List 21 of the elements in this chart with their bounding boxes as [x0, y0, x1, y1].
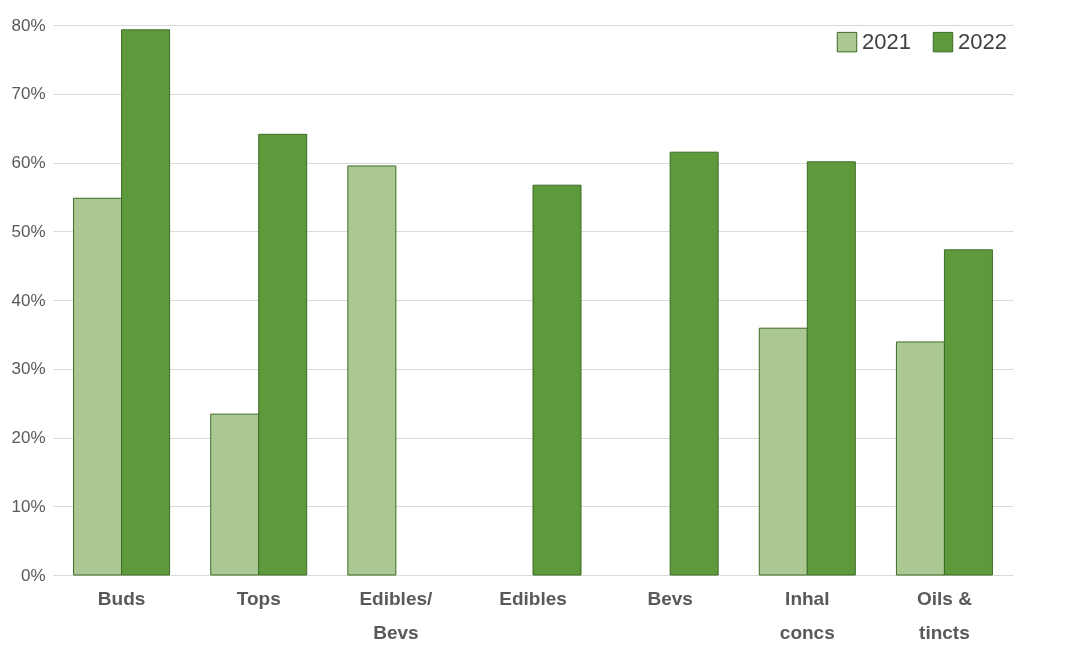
x-tick-label: Oils & tincts	[916, 587, 973, 643]
bar	[532, 184, 582, 576]
y-tick-label: 40%	[11, 290, 46, 310]
y-tick-label: 0%	[20, 565, 46, 585]
bar	[669, 151, 719, 576]
y-tick-label: 50%	[11, 221, 46, 241]
y-tick-label: 60%	[11, 153, 46, 172]
y-tick-label: 30%	[11, 359, 46, 379]
y-tick-label: 80%	[11, 15, 46, 35]
x-tick-label: Inhal concs	[779, 587, 835, 643]
y-tick-label: 20%	[11, 428, 46, 447]
x-tick-label: Buds	[97, 587, 146, 609]
bar	[347, 165, 397, 576]
x-tick-label: Bevs	[647, 587, 693, 609]
x-tick-label: Tops	[236, 587, 281, 609]
x-tick-label: Edibles/ Bevs	[359, 587, 433, 643]
x-tick-label: Edibles	[499, 587, 567, 609]
y-tick-label: 70%	[11, 84, 46, 104]
y-tick-label: 10%	[11, 496, 46, 516]
legend-label: 2022	[958, 29, 1007, 55]
legend-label: 2021	[862, 29, 911, 55]
